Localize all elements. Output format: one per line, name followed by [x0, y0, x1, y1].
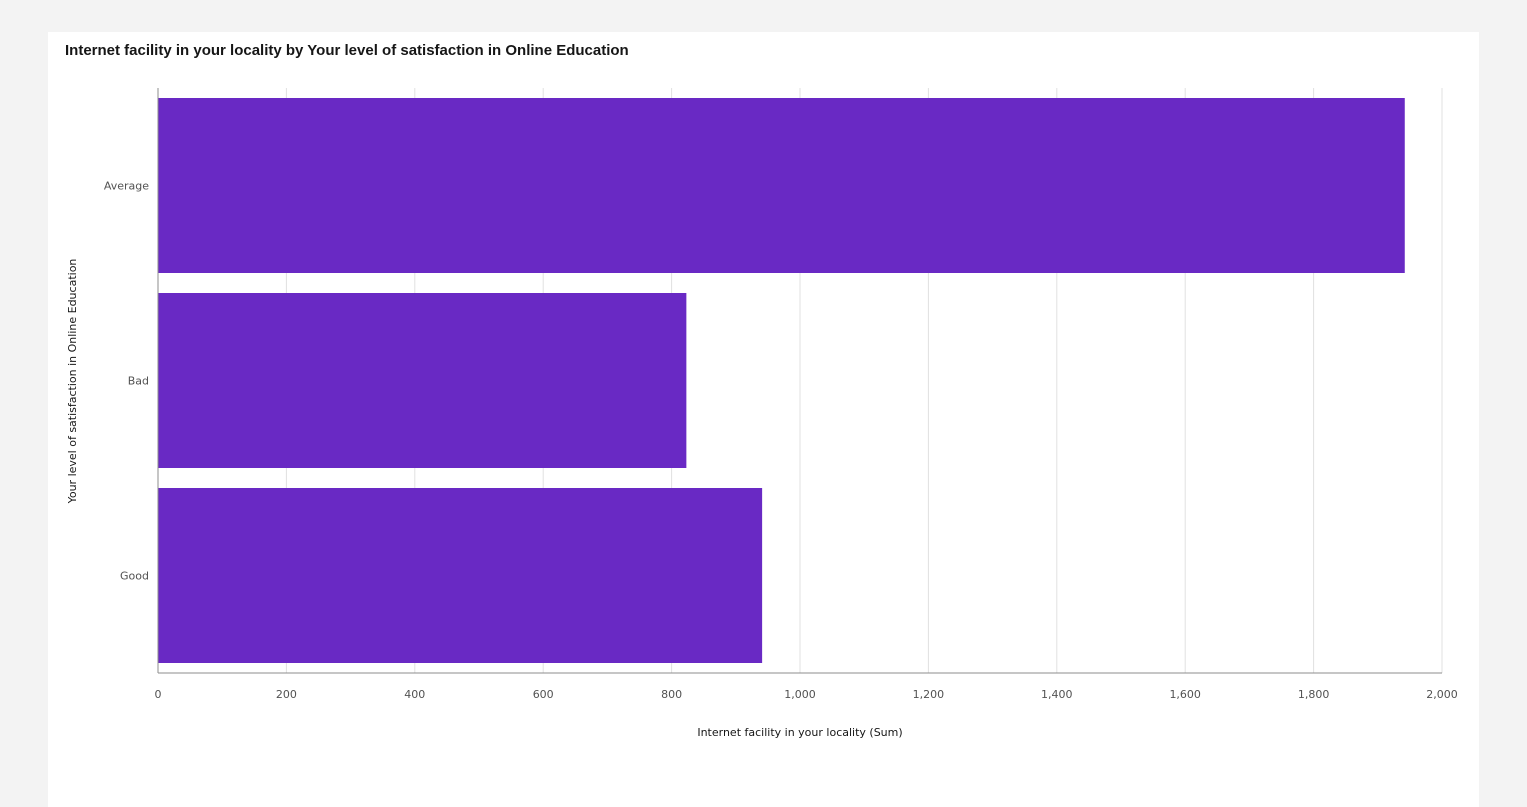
bar-good — [158, 488, 763, 663]
x-tick-label: 800 — [661, 688, 682, 701]
x-tick-label: 1,400 — [1041, 688, 1073, 701]
y-tick-label: Bad — [128, 375, 149, 388]
x-tick-label: 0 — [155, 688, 162, 701]
bar-chart: 0 200 400 600 800 1,000 1,200 1,400 1,600 1,800 2,… — [66, 88, 1458, 739]
chart-card: Internet facility in your locality by Yo… — [48, 32, 1479, 807]
axes — [157, 88, 1442, 674]
bars — [158, 98, 1405, 663]
y-tick-label: Good — [120, 570, 149, 583]
y-tick-label: Average — [104, 180, 149, 193]
x-tick-label: 2,000 — [1426, 688, 1458, 701]
bar-bad — [158, 293, 687, 468]
x-tick-label: 1,200 — [913, 688, 945, 701]
x-tick-label: 1,800 — [1298, 688, 1330, 701]
x-tick-label: 400 — [404, 688, 425, 701]
bar-average — [158, 98, 1405, 273]
x-tick-label: 200 — [276, 688, 297, 701]
x-axis-title: Internet facility in your locality (Sum) — [697, 726, 902, 739]
x-tick-label: 1,600 — [1169, 688, 1201, 701]
y-axis-title: Your level of satisfaction in Online Edu… — [66, 259, 79, 505]
x-tick-label: 1,000 — [784, 688, 816, 701]
tick-labels: 0 200 400 600 800 1,000 1,200 1,400 1,600 1,800 2,… — [104, 180, 1458, 702]
x-tick-label: 600 — [533, 688, 554, 701]
chart-title: Internet facility in your locality by Yo… — [65, 42, 629, 59]
